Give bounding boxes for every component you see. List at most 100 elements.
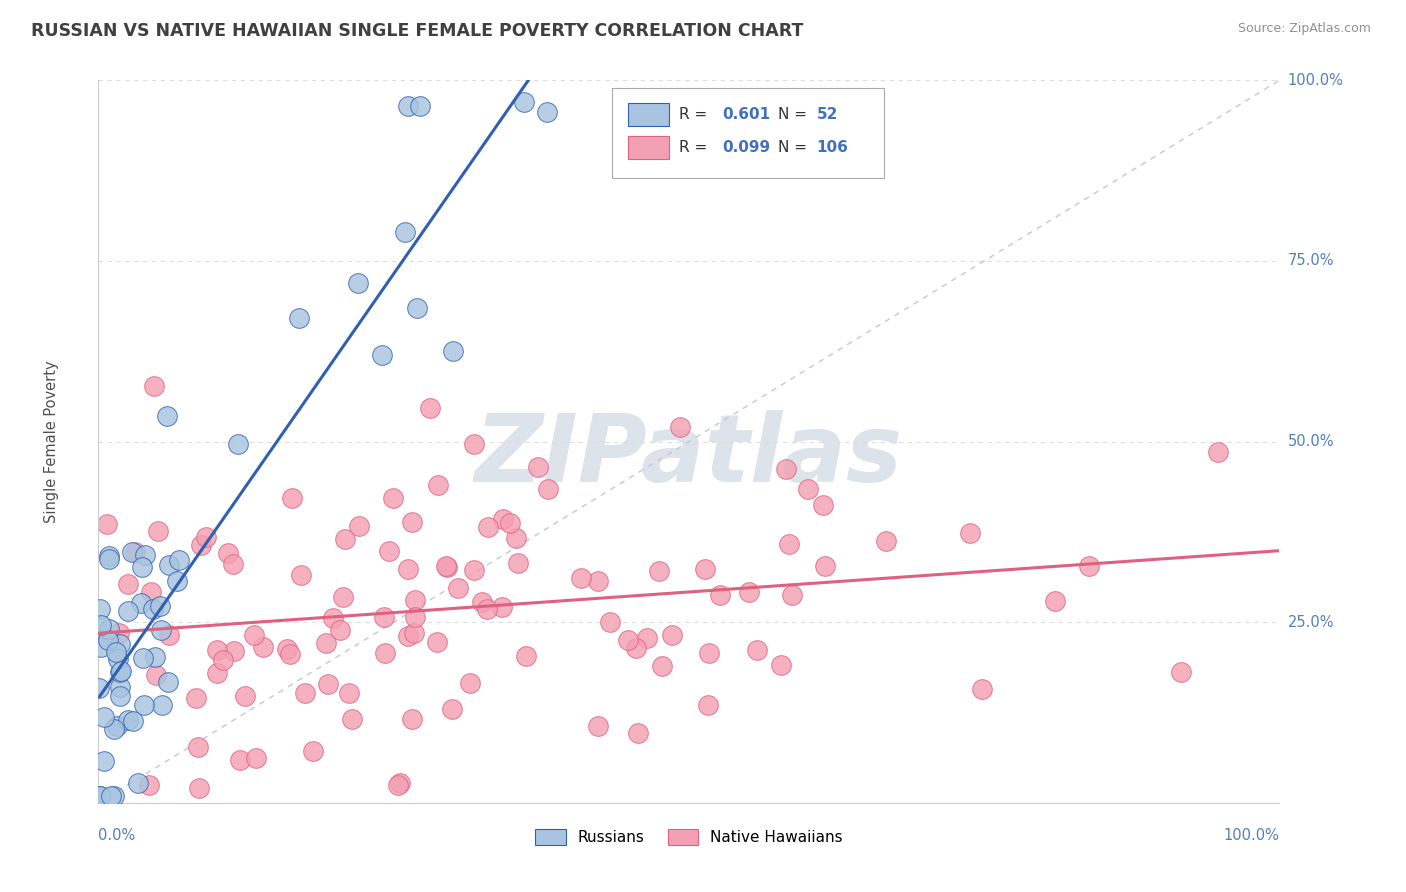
Point — [217, 546, 239, 560]
Point — [506, 556, 529, 570]
Point — [222, 557, 245, 571]
Point — [515, 649, 537, 664]
Point — [190, 537, 212, 551]
Point — [377, 544, 399, 558]
Bar — [627, 103, 669, 126]
Point — [419, 401, 441, 416]
Point — [322, 610, 344, 624]
Bar — [627, 136, 669, 159]
Point — [875, 534, 897, 549]
Point — [117, 577, 139, 591]
Point — [394, 225, 416, 239]
Point — [129, 596, 152, 610]
Point — [105, 719, 128, 733]
Point — [537, 483, 560, 497]
Point — [396, 562, 419, 576]
Point — [228, 437, 250, 451]
Point — [745, 642, 768, 657]
Point — [616, 633, 638, 648]
Point — [187, 740, 209, 755]
Text: Single Female Poverty: Single Female Poverty — [44, 360, 59, 523]
Point — [103, 789, 125, 803]
Point — [505, 531, 527, 545]
Point — [294, 686, 316, 700]
Point — [797, 482, 820, 496]
Point — [103, 722, 125, 736]
Point — [697, 698, 720, 712]
Point — [813, 498, 835, 512]
Point — [145, 667, 167, 681]
Text: 50.0%: 50.0% — [1288, 434, 1334, 449]
Point — [434, 558, 457, 573]
Text: R =: R = — [679, 107, 713, 121]
Text: RUSSIAN VS NATIVE HAWAIIAN SINGLE FEMALE POVERTY CORRELATION CHART: RUSSIAN VS NATIVE HAWAIIAN SINGLE FEMALE… — [31, 22, 803, 40]
Point — [970, 682, 993, 697]
Point — [107, 651, 129, 665]
Point — [108, 689, 131, 703]
Point — [97, 552, 120, 566]
Point — [782, 588, 804, 602]
Text: 25.0%: 25.0% — [1288, 615, 1334, 630]
Point — [426, 478, 449, 492]
Point — [408, 98, 430, 112]
Point — [110, 665, 132, 679]
Point — [138, 778, 160, 792]
Point — [121, 714, 143, 728]
Point — [157, 674, 180, 689]
Point — [1077, 559, 1099, 574]
Point — [315, 636, 337, 650]
Point — [90, 618, 112, 632]
Point — [127, 776, 149, 790]
Point — [288, 311, 311, 326]
Point — [536, 105, 558, 120]
Point — [404, 592, 426, 607]
Point — [316, 677, 339, 691]
Point — [337, 686, 360, 700]
Point — [184, 690, 207, 705]
Text: 0.099: 0.099 — [723, 140, 770, 155]
Point — [401, 516, 423, 530]
Point — [959, 525, 981, 540]
Point — [187, 781, 209, 796]
Point — [648, 565, 671, 579]
Point — [425, 635, 447, 649]
Point — [1043, 593, 1066, 607]
Point — [97, 633, 120, 648]
Point — [1170, 665, 1192, 680]
Point — [131, 560, 153, 574]
Point — [301, 744, 323, 758]
Point — [97, 622, 120, 636]
Text: ZIPatlas: ZIPatlas — [475, 410, 903, 502]
Point — [374, 646, 396, 660]
Point — [205, 643, 228, 657]
Text: R =: R = — [679, 140, 713, 155]
Point — [110, 681, 132, 695]
Text: 75.0%: 75.0% — [1288, 253, 1334, 268]
Point — [404, 625, 426, 640]
Point — [157, 628, 180, 642]
Point — [93, 754, 115, 768]
Point — [157, 558, 180, 573]
Point — [224, 644, 246, 658]
Point — [477, 519, 499, 533]
Point — [693, 562, 716, 576]
Point — [124, 545, 146, 559]
Point — [406, 301, 429, 315]
Point — [97, 549, 120, 563]
Point — [93, 710, 115, 724]
Point — [281, 491, 304, 505]
Point — [104, 645, 127, 659]
Point — [235, 689, 257, 703]
Point — [332, 590, 354, 604]
Point — [276, 641, 298, 656]
Point — [108, 625, 131, 640]
Point — [471, 594, 494, 608]
Point — [252, 640, 274, 654]
Point — [569, 571, 592, 585]
Point — [108, 665, 131, 679]
Point — [100, 789, 122, 803]
Point — [527, 460, 550, 475]
Point — [117, 713, 139, 727]
Legend: Russians, Native Hawaiians: Russians, Native Hawaiians — [527, 822, 851, 853]
Point — [475, 602, 498, 616]
